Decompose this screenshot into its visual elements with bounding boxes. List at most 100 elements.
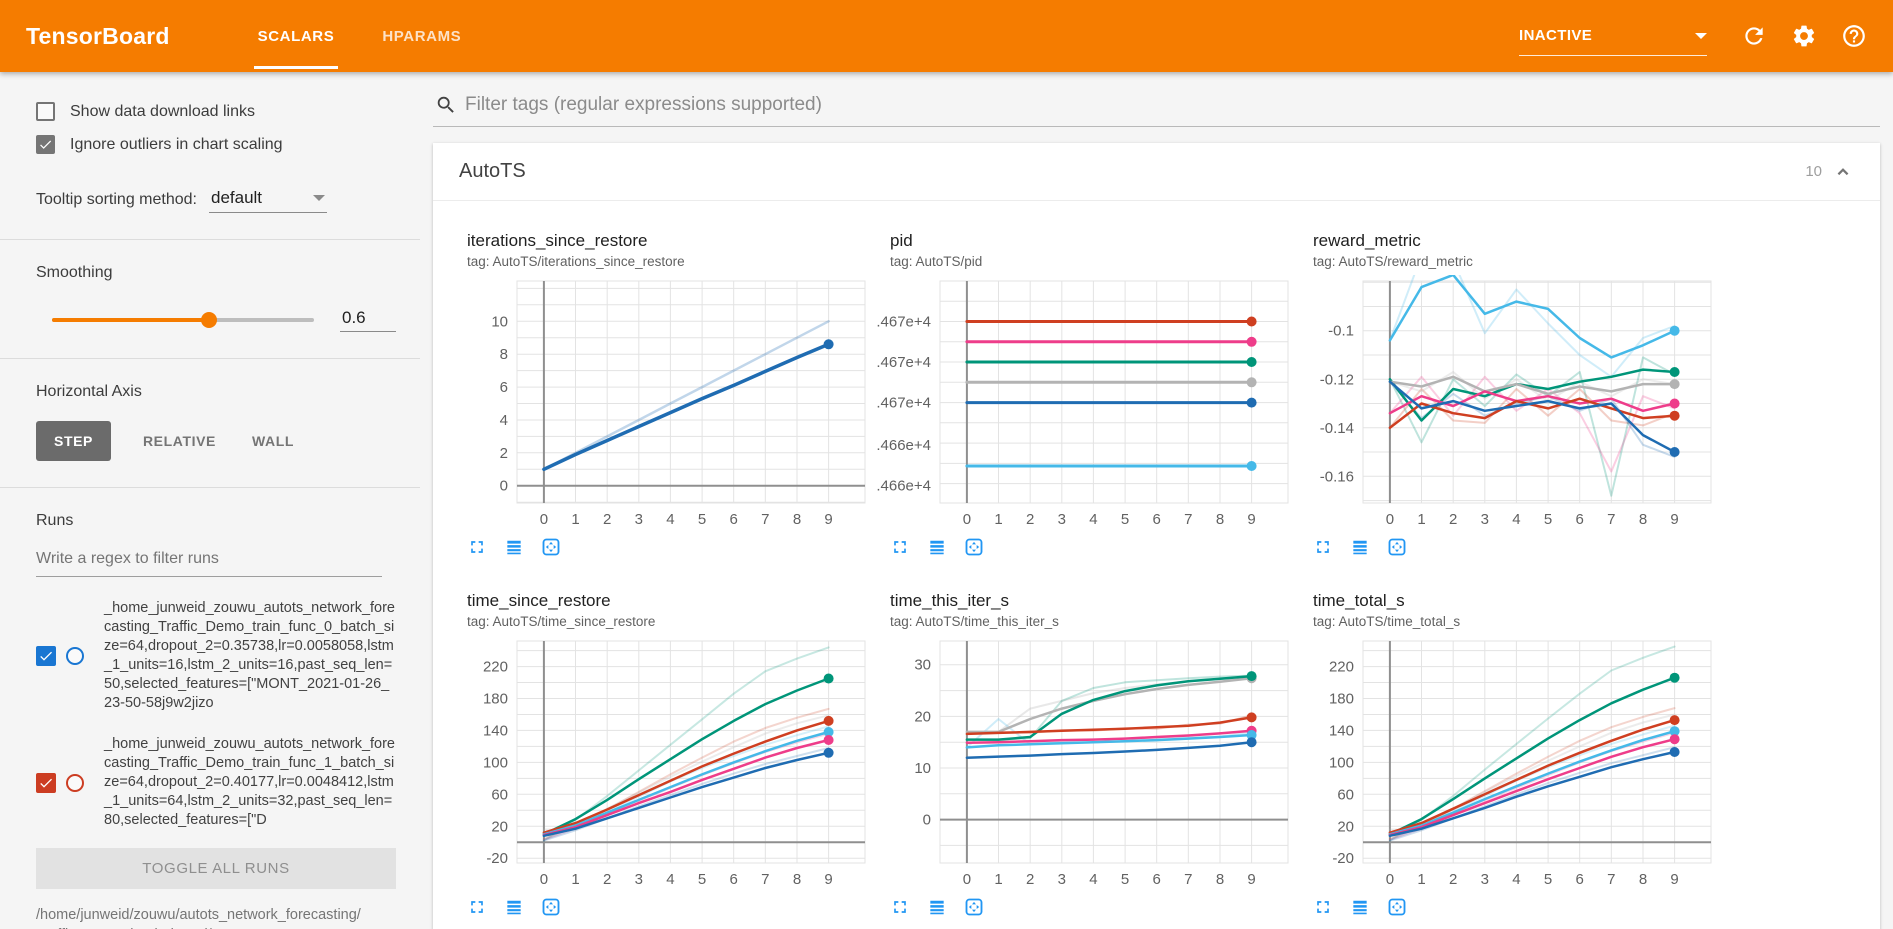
fit-domain-button[interactable] xyxy=(964,897,984,917)
run-visibility-button[interactable] xyxy=(927,537,947,557)
search-icon xyxy=(437,96,454,113)
run-visibility-button[interactable] xyxy=(504,537,524,557)
ignore-outliers-row[interactable]: Ignore outliers in chart scaling xyxy=(36,135,396,154)
expand-card-button[interactable] xyxy=(1313,537,1333,557)
fit-domain-button[interactable] xyxy=(1387,537,1407,557)
svg-text:180: 180 xyxy=(1329,691,1354,708)
refresh-button[interactable] xyxy=(1741,23,1767,49)
fit-domain-icon xyxy=(965,538,983,556)
bars-icon xyxy=(930,540,944,555)
bars-icon xyxy=(1353,900,1367,915)
svg-text:-0.1: -0.1 xyxy=(1328,323,1354,340)
chart-plot[interactable]: 10 8 6 4 2 0 0 1 2 3 4 5 6 7 8 9 xyxy=(453,275,873,531)
show-download-links-checkbox[interactable] xyxy=(36,102,55,121)
svg-text:7: 7 xyxy=(1607,511,1615,528)
chart-title: time_since_restore xyxy=(467,591,611,610)
svg-text:5: 5 xyxy=(698,871,706,888)
chart-plot[interactable]: 220 180 140 100 60 20 -20 0 1 2 3 4 5 6 7 8 9 xyxy=(453,635,873,891)
svg-text:140: 140 xyxy=(1329,722,1354,739)
tab-scalars[interactable]: SCALARS xyxy=(232,0,361,72)
run-radio[interactable] xyxy=(66,647,84,665)
chart-plot[interactable]: 30 20 10 0 0 1 2 3 4 5 6 7 8 9 xyxy=(876,635,1296,891)
run-radio[interactable] xyxy=(66,773,84,792)
settings-button[interactable] xyxy=(1791,23,1817,49)
run-checkbox[interactable] xyxy=(36,646,56,666)
run-item: _home_junweid_zouwu_autots_network_forec… xyxy=(36,735,396,830)
charts-grid: iterations_since_restore tag: AutoTS/iter… xyxy=(433,201,1880,917)
tooltip-sorting-select[interactable]: default xyxy=(208,186,327,213)
run-visibility-button[interactable] xyxy=(1350,537,1370,557)
chart-plot[interactable]: 220 180 140 100 60 20 -20 0 1 2 3 4 5 6 7 8 9 xyxy=(1299,635,1719,891)
run-checkbox[interactable] xyxy=(36,772,56,793)
expand-card-button[interactable] xyxy=(890,537,910,557)
svg-text:2: 2 xyxy=(1449,871,1457,888)
svg-text:0: 0 xyxy=(540,511,548,528)
svg-text:-0.16: -0.16 xyxy=(1320,468,1354,485)
axis-step-button[interactable]: STEP xyxy=(36,421,111,461)
chart-plot[interactable]: 2.467e+4 2.467e+4 2.467e+4 2.466e+4 2.466e+4… xyxy=(876,275,1296,531)
bars-icon xyxy=(507,900,521,915)
run-visibility-button[interactable] xyxy=(504,897,524,917)
toggle-all-runs-button[interactable]: TOGGLE ALL RUNS xyxy=(36,848,396,889)
expand-card-button[interactable] xyxy=(1313,897,1333,917)
svg-text:9: 9 xyxy=(824,511,832,528)
fit-domain-button[interactable] xyxy=(964,537,984,557)
svg-text:4: 4 xyxy=(666,871,674,888)
axis-relative-button[interactable]: RELATIVE xyxy=(142,433,216,449)
tag-filter-input[interactable] xyxy=(465,94,1878,116)
svg-text:2: 2 xyxy=(1449,511,1457,528)
chart-title: time_this_iter_s xyxy=(890,591,1010,610)
section-title: AutoTS xyxy=(459,160,526,182)
help-icon xyxy=(1843,25,1865,47)
run-status-dropdown[interactable]: INACTIVE xyxy=(1519,16,1707,56)
chart-plot[interactable]: -0.1 -0.12 -0.14 -0.16 0 1 2 3 4 5 6 7 8 9 xyxy=(1299,275,1719,531)
svg-text:8: 8 xyxy=(1216,871,1224,888)
fit-domain-button[interactable] xyxy=(1387,897,1407,917)
svg-text:6: 6 xyxy=(730,511,738,528)
svg-text:3: 3 xyxy=(1058,511,1066,528)
slider-thumb[interactable] xyxy=(201,312,218,328)
show-download-links-label: Show data download links xyxy=(70,102,256,120)
smoothing-value-input[interactable]: 0.6 xyxy=(340,308,396,332)
svg-text:4: 4 xyxy=(1089,871,1097,888)
bars-icon xyxy=(930,900,944,915)
svg-text:180: 180 xyxy=(483,691,508,708)
expand-card-button[interactable] xyxy=(467,897,487,917)
svg-text:7: 7 xyxy=(1184,871,1192,888)
ignore-outliers-label: Ignore outliers in chart scaling xyxy=(70,135,283,153)
scalar-chart-card: iterations_since_restore tag: AutoTS/iter… xyxy=(453,231,876,557)
show-download-links-row[interactable]: Show data download links xyxy=(36,102,396,121)
svg-text:10: 10 xyxy=(914,760,931,777)
expand-card-button[interactable] xyxy=(467,537,487,557)
svg-text:7: 7 xyxy=(761,511,769,528)
autots-section-header[interactable]: AutoTS 10 xyxy=(433,143,1880,201)
fit-domain-button[interactable] xyxy=(541,537,561,557)
chart-toolbar xyxy=(467,537,876,557)
fullscreen-icon xyxy=(894,541,906,553)
svg-text:5: 5 xyxy=(1121,511,1129,528)
smoothing-slider[interactable] xyxy=(52,312,314,328)
svg-text:6: 6 xyxy=(1576,511,1584,528)
chart-toolbar xyxy=(1313,897,1722,917)
runs-filter-input[interactable] xyxy=(36,544,382,577)
runs-label: Runs xyxy=(36,512,74,529)
runs-list: _home_junweid_zouwu_autots_network_forec… xyxy=(36,599,396,830)
run-visibility-button[interactable] xyxy=(1350,897,1370,917)
svg-text:6: 6 xyxy=(1576,871,1584,888)
fit-domain-icon xyxy=(965,898,983,916)
svg-text:1: 1 xyxy=(1417,871,1425,888)
help-button[interactable] xyxy=(1841,23,1867,49)
run-visibility-button[interactable] xyxy=(927,897,947,917)
svg-text:9: 9 xyxy=(824,871,832,888)
axis-wall-button[interactable]: WALL xyxy=(251,433,295,449)
chevron-up-icon[interactable] xyxy=(1832,161,1854,183)
section-chart-count: 10 xyxy=(1805,163,1822,180)
svg-text:60: 60 xyxy=(1337,786,1354,803)
fit-domain-button[interactable] xyxy=(541,897,561,917)
expand-card-button[interactable] xyxy=(890,897,910,917)
svg-text:2.467e+4: 2.467e+4 xyxy=(876,395,931,412)
ignore-outliers-checkbox[interactable] xyxy=(36,135,55,154)
svg-text:3: 3 xyxy=(635,871,643,888)
tab-hparams[interactable]: HPARAMS xyxy=(382,27,462,45)
